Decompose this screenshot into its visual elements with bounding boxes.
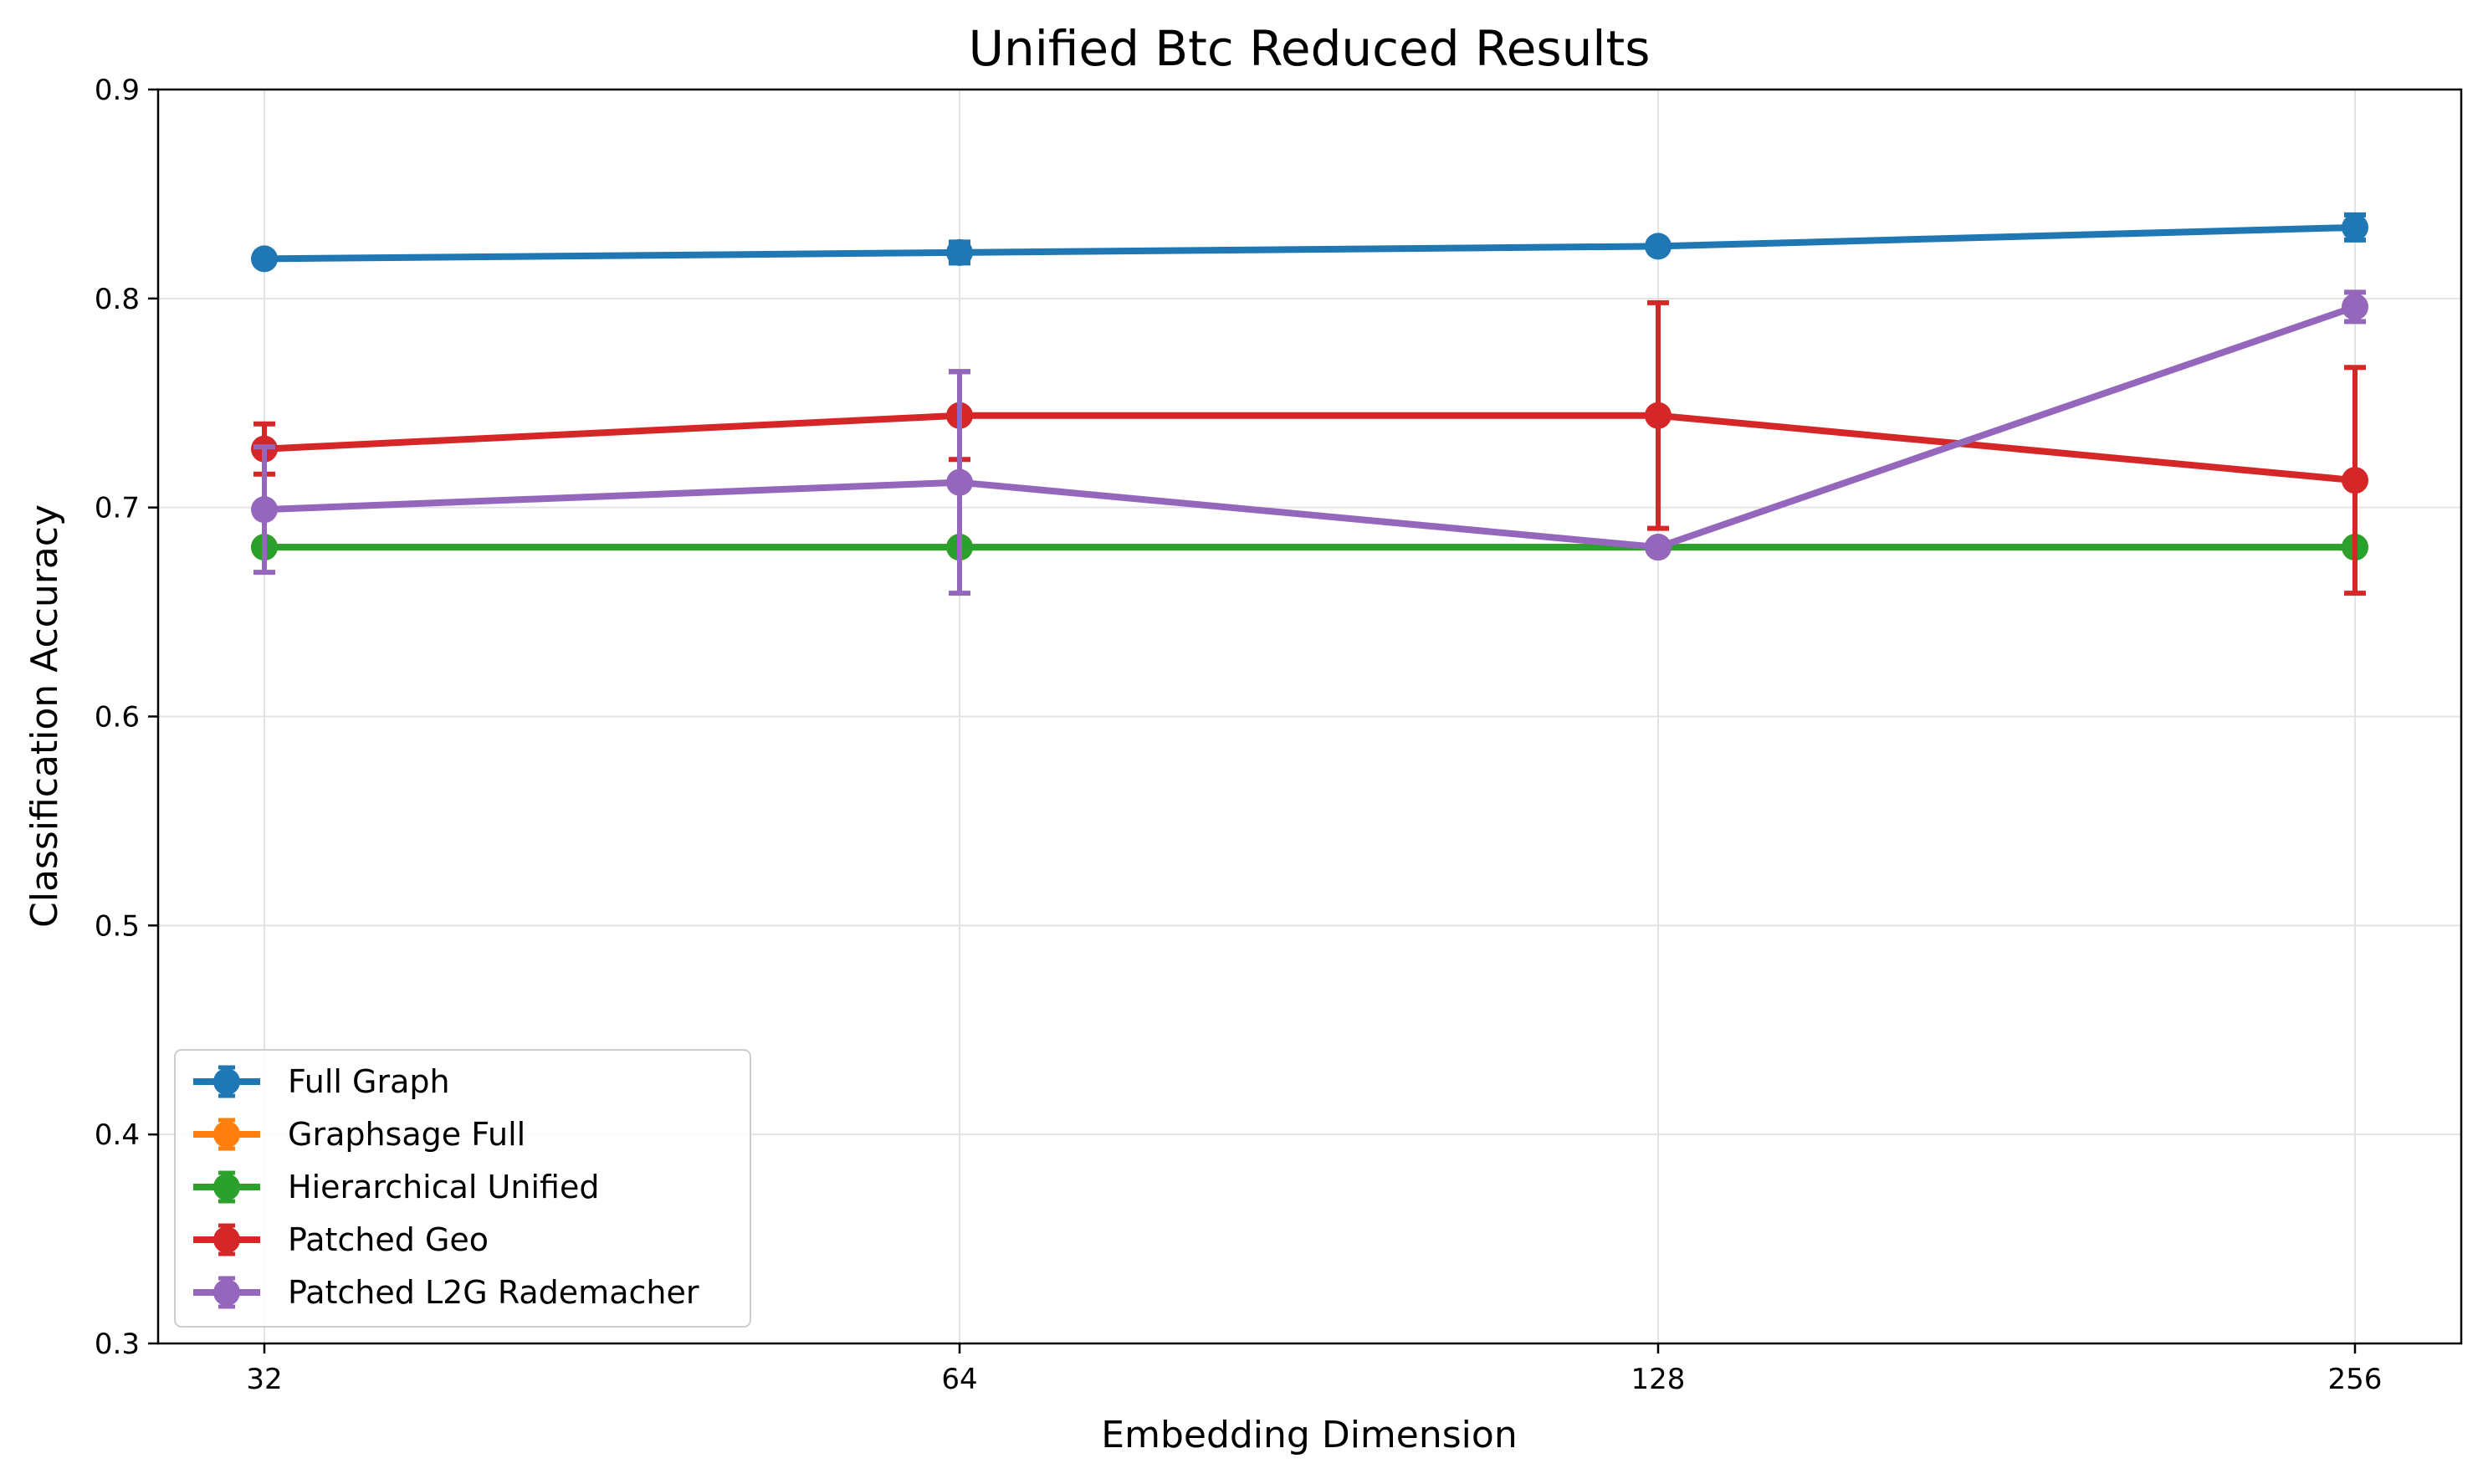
series-patched-l2g-rademacher [251, 289, 2368, 596]
x-tick-label: 64 [941, 1363, 977, 1396]
series-layer [251, 212, 2368, 596]
chart-title: Unified Btc Reduced Results [969, 20, 1651, 77]
legend-label: Hierarchical Unified [288, 1169, 599, 1205]
data-point [2342, 213, 2368, 241]
legend-label: Graphsage Full [288, 1116, 525, 1153]
data-point [2342, 467, 2368, 494]
y-tick-label: 0.7 [95, 492, 140, 525]
y-tick-label: 0.4 [95, 1118, 140, 1152]
series-full-graph [251, 212, 2368, 273]
data-point [251, 496, 278, 524]
series-line [264, 223, 2356, 263]
y-tick-label: 0.8 [95, 283, 140, 316]
legend-marker [213, 1174, 240, 1200]
legend-item: Patched Geo [193, 1221, 489, 1258]
legend-marker [213, 1068, 240, 1095]
y-tick-label: 0.9 [95, 74, 140, 107]
legend-item: Graphsage Full [193, 1116, 525, 1153]
y-axis-label: Classification Accuracy [23, 504, 66, 928]
y-tick-label: 0.3 [95, 1328, 140, 1361]
y-tick-label: 0.6 [95, 701, 140, 734]
x-tick-label: 256 [2328, 1363, 2383, 1396]
data-point [1645, 233, 1672, 260]
data-point [1645, 534, 1672, 561]
data-point [1645, 402, 1672, 429]
series-line [264, 412, 2356, 484]
legend-marker [213, 1279, 240, 1306]
data-point [946, 238, 973, 266]
axes-layer: 0.3 0.4 0.5 0.6 0.7 0.8 0.9 32 64 128 256 [95, 74, 2383, 1396]
y-tick-label: 0.5 [95, 909, 140, 943]
legend-label: Patched L2G Rademacher [288, 1274, 699, 1311]
x-tick-label: 32 [246, 1363, 282, 1396]
legend-item: Hierarchical Unified [193, 1169, 599, 1205]
series-line [264, 304, 2357, 551]
x-axis-label: Embedding Dimension [1101, 1414, 1517, 1456]
legend-box [174, 1049, 751, 1328]
data-point [2342, 293, 2368, 320]
legend-label: Patched Geo [288, 1221, 489, 1258]
legend-label: Full Graph [288, 1063, 450, 1100]
legend-marker [213, 1121, 240, 1148]
legend-item: Full Graph [193, 1063, 450, 1100]
data-point [251, 245, 278, 273]
data-point [946, 468, 973, 496]
legend-marker [213, 1226, 240, 1253]
x-tick-label: 128 [1631, 1363, 1686, 1396]
legend-item: Patched L2G Rademacher [193, 1274, 699, 1311]
legend: Full Graph Graphsage Full Hierarchical Uni… [174, 1049, 751, 1328]
